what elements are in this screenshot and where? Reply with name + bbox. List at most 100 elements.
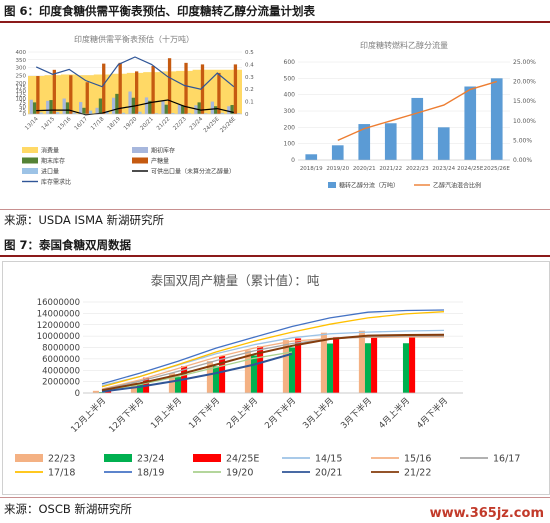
bar-进口量 — [88, 110, 93, 114]
y2-tick-label: 20.00% — [513, 79, 536, 86]
bar-期初库存 — [128, 91, 132, 114]
bar-24/25E — [409, 335, 416, 393]
bar-进口量 — [121, 112, 126, 114]
y-tick-label: 4000000 — [42, 366, 80, 376]
bar-23/24 — [326, 343, 334, 393]
bar-产糖量 — [85, 82, 89, 114]
bar-24/25E — [371, 336, 378, 393]
bar-期末库存 — [65, 102, 70, 114]
y-tick-label: 200 — [16, 81, 27, 87]
y-tick-label: 250 — [16, 73, 27, 79]
line-15/16 — [101, 336, 444, 390]
x-tick-label: 3月下半月 — [338, 395, 374, 431]
x-tick-label: 2018/19 — [300, 166, 323, 172]
legend-label: 14/15 — [315, 454, 342, 465]
bar-期初库存 — [144, 97, 149, 114]
bar-产糖量 — [118, 62, 122, 114]
bar-23/24 — [174, 377, 182, 393]
x-tick-label: 2019/20 — [326, 166, 349, 172]
title-rule — [0, 255, 550, 257]
x-tick-label: 20/21 — [139, 116, 154, 131]
bar-产糖量 — [184, 62, 188, 114]
bar-产糖量 — [151, 65, 155, 114]
x-tick-label: 14/15 — [41, 116, 57, 132]
bar-进口量 — [154, 113, 159, 114]
legend-label: 15/16 — [404, 454, 431, 465]
y-tick-label: 175 — [16, 85, 27, 91]
y2-tick-label: 0.3 — [245, 75, 254, 81]
line-可供出口量（未算分流乙醇量） — [36, 99, 234, 116]
y-tick-label: 14000000 — [37, 309, 80, 319]
bar-产糖量 — [217, 72, 221, 114]
bar-糖转乙醇分流（万吨） — [464, 86, 477, 160]
y2-tick-label: 15.00% — [513, 98, 536, 105]
x-tick-label: 2023/24 — [432, 166, 455, 172]
bar-期末库存 — [148, 100, 152, 114]
y2-tick-label: 0.00% — [513, 157, 532, 164]
bar-产糖量 — [135, 71, 139, 114]
bar-期初库存 — [194, 105, 198, 114]
x-tick-label: 17/18 — [90, 116, 106, 132]
y-tick-label: 0 — [291, 157, 295, 164]
x-tick-label: 25/26E — [219, 116, 237, 134]
y-tick-label: 2000000 — [42, 378, 80, 388]
line-库存需求比 — [35, 56, 235, 90]
line-21/22 — [101, 333, 445, 392]
y-tick-label: 0 — [75, 389, 80, 399]
y2-tick-label: 10.00% — [513, 118, 536, 125]
title-rule — [0, 21, 550, 23]
legend-label: 乙醇汽油混合比例 — [433, 182, 481, 190]
legend-label: 24/25E — [226, 454, 259, 465]
bar-22/23 — [244, 350, 251, 393]
bar-糖转乙醇分流（万吨） — [305, 154, 318, 160]
legend-swatch — [15, 454, 43, 462]
bar-22/23 — [92, 390, 99, 393]
bar-进口量 — [237, 113, 241, 114]
bar-23/24 — [98, 392, 106, 393]
bar-24/25E — [295, 338, 302, 393]
india-balance-chart: 印度糖供需平衡表预估（十万吨）0255075100125150175200250… — [16, 34, 255, 186]
y-tick-label: 16000000 — [37, 298, 80, 308]
x-tick-label: 2月下半月 — [262, 395, 298, 431]
bar-进口量 — [187, 113, 191, 114]
bar-22/23 — [320, 332, 327, 393]
y-tick-label: 400 — [16, 50, 27, 56]
y2-tick-label: 25.00% — [513, 59, 536, 66]
bar-23/24 — [364, 343, 372, 393]
x-tick-label: 2020/21 — [353, 166, 376, 172]
x-tick-label: 4月上半月 — [376, 395, 412, 431]
bar-期末库存 — [181, 105, 185, 114]
y-tick-label: 600 — [284, 59, 296, 66]
x-tick-label: 19/20 — [123, 116, 139, 132]
legend-label: 22/23 — [48, 454, 75, 465]
bar-糖转乙醇分流（万吨） — [437, 127, 450, 160]
x-tick-label: 2月上半月 — [224, 395, 260, 431]
bar-23/24 — [288, 347, 296, 393]
bar-进口量 — [171, 113, 175, 114]
bar-糖转乙醇分流（万吨） — [384, 123, 397, 160]
y-tick-label: 12000000 — [37, 321, 80, 331]
legend-label: 产糖量 — [151, 157, 169, 165]
y-tick-label: 100 — [284, 141, 296, 148]
bar-23/24 — [250, 355, 258, 393]
bar-糖转乙醇分流（万吨） — [331, 145, 344, 160]
y-tick-label: 75 — [19, 100, 26, 106]
x-tick-label: 22/23 — [172, 116, 188, 132]
bar-期末库存 — [32, 102, 37, 114]
bar-22/23 — [168, 373, 175, 393]
y-tick-label: 125 — [16, 93, 27, 99]
bar-期初库存 — [62, 98, 66, 114]
source-note-1: 来源：USDA ISMA 新湖研究所 — [4, 213, 165, 227]
x-tick-label: 13/14 — [24, 116, 40, 132]
bar-期初库存 — [46, 100, 50, 114]
legend-label: 糖转乙醇分流（万吨） — [339, 182, 399, 190]
bar-24/25E — [333, 337, 340, 393]
y-tick-label: 500 — [284, 75, 296, 82]
y-tick-label: 150 — [16, 89, 27, 95]
bar-期初库存 — [210, 101, 215, 114]
x-tick-label: 21/22 — [156, 116, 171, 131]
legend-label: 可供出口量（未算分流乙醇量） — [151, 168, 235, 176]
bar-期初库存 — [79, 102, 83, 114]
x-tick-label: 12月上半月 — [69, 395, 108, 434]
